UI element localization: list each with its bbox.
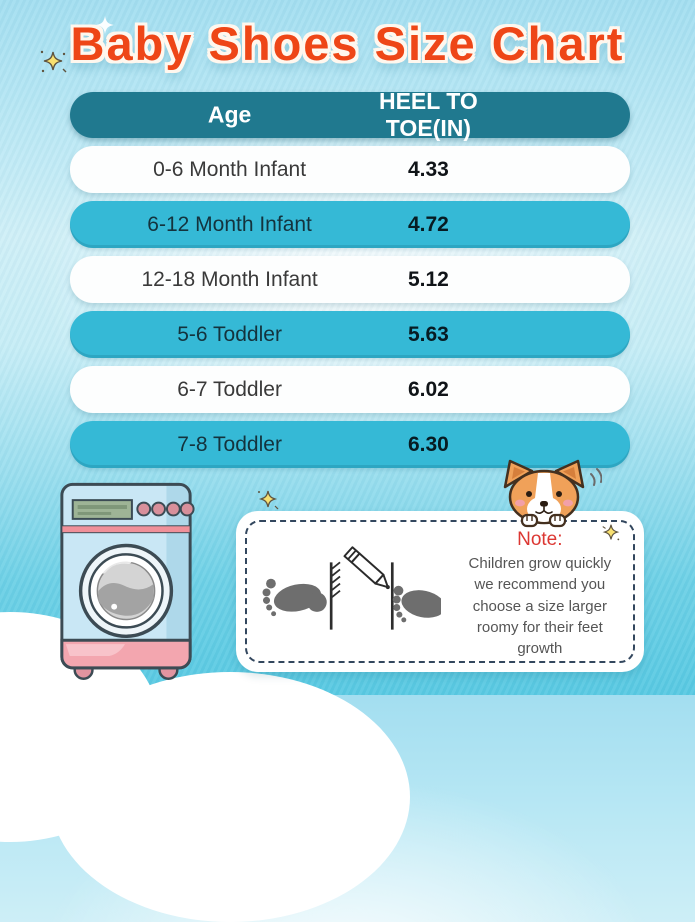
- heel-to-toe-cell: 5.63: [407, 322, 449, 346]
- age-cell: 6-7 Toddler: [177, 377, 282, 401]
- corgi-dog-illustration: [503, 459, 602, 528]
- dashed-border: [245, 520, 635, 663]
- sparkle-icon: [96, 16, 114, 34]
- heel-to-toe-cell: 6.30: [407, 432, 449, 456]
- table-row: 7-8 Toddler 6.30: [70, 421, 630, 468]
- foot-measure-illustration: [262, 545, 441, 630]
- heel-to-toe-cell: 5.12: [407, 267, 449, 291]
- heel-to-toe-cell: 4.33: [407, 157, 449, 181]
- age-cell: 6-12 Month Infant: [147, 212, 312, 236]
- cloud-shape: [50, 672, 410, 922]
- column-header-heel-to-toe: HEEL TO TOE(IN): [378, 88, 478, 141]
- washing-machine-illustration: [60, 482, 195, 680]
- age-cell: 12-18 Month Infant: [141, 267, 318, 291]
- table-row: 0-6 Month Infant 4.33: [70, 146, 630, 193]
- heel-to-toe-cell: 4.72: [407, 212, 449, 236]
- heel-to-toe-cell: 6.02: [407, 377, 449, 401]
- table-row: 5-6 Toddler 5.63: [70, 311, 630, 358]
- table-header-row: Age HEEL TO TOE(IN): [70, 88, 630, 141]
- age-cell: 0-6 Month Infant: [153, 157, 307, 181]
- table-row: 12-18 Month Infant 5.12: [70, 256, 630, 303]
- age-cell: 7-8 Toddler: [177, 432, 282, 456]
- table-row: 6-7 Toddler 6.02: [70, 366, 630, 413]
- page-title: Baby Shoes Size Chart: [70, 17, 625, 70]
- note-label: Note:: [517, 529, 563, 550]
- age-cell: 5-6 Toddler: [177, 322, 282, 346]
- sparkle-icon: [602, 524, 620, 541]
- size-chart-table: Age HEEL TO TOE(IN) 0-6 Month Infant 4.3…: [70, 88, 630, 468]
- sparkle-icon: [258, 490, 279, 510]
- column-header-age: Age: [207, 101, 252, 128]
- sparkle-icon: [40, 50, 67, 73]
- note-line: Children grow quickly: [468, 555, 612, 572]
- note-line: choose a size larger: [472, 597, 607, 615]
- note-line: roomy for their feet: [476, 618, 603, 636]
- table-row: 6-12 Month Infant 4.72: [70, 201, 630, 248]
- note-line: we recommend you: [474, 576, 606, 594]
- note-box: Note: Children grow quickly we recommend…: [236, 511, 644, 672]
- note-line: growth: [517, 640, 563, 658]
